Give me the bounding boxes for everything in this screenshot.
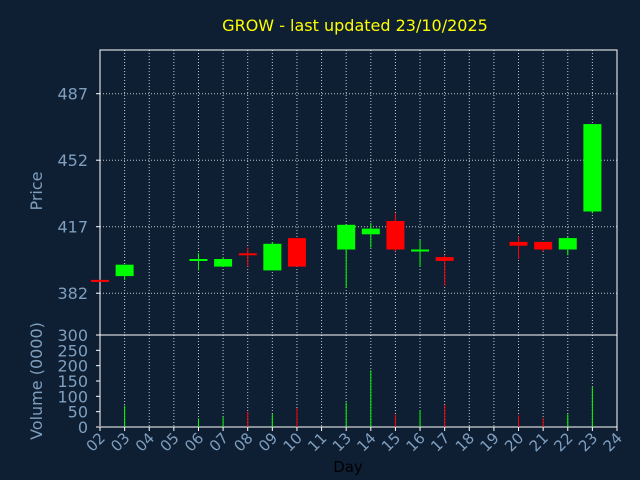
candle-body bbox=[534, 241, 553, 250]
candle-body bbox=[509, 241, 528, 246]
x-axis-label: Day bbox=[333, 458, 363, 476]
chart-title: GROW - last updated 23/10/2025 bbox=[222, 16, 488, 35]
candle-body bbox=[337, 224, 356, 250]
volume-tick-label: 300 bbox=[57, 326, 88, 345]
price-tick-label: 487 bbox=[57, 85, 88, 104]
volume-tick-label: 50 bbox=[68, 403, 88, 422]
candle-body bbox=[238, 253, 257, 256]
candle-body bbox=[115, 264, 134, 277]
price-tick-label: 452 bbox=[57, 151, 88, 170]
candle-body bbox=[287, 238, 306, 267]
volume-tick-label: 0 bbox=[78, 418, 88, 437]
candle-body bbox=[558, 238, 577, 250]
candle-body bbox=[411, 249, 430, 252]
candle-body bbox=[386, 221, 405, 250]
volume-tick-label: 150 bbox=[57, 372, 88, 391]
price-panel: 382 417 452 487 bbox=[57, 49, 618, 336]
price-axis-label: Price bbox=[27, 171, 46, 210]
volume-tick-label: 250 bbox=[57, 341, 88, 360]
candle-body bbox=[361, 228, 380, 235]
candle-body bbox=[263, 243, 282, 271]
volume-tick-label: 200 bbox=[57, 357, 88, 376]
candle-body bbox=[583, 124, 602, 212]
volume-axis-label: Volume (0000) bbox=[27, 322, 46, 440]
candle-body bbox=[435, 257, 454, 261]
candle-body bbox=[189, 259, 208, 261]
candle-body bbox=[214, 259, 233, 267]
candle-body bbox=[91, 279, 109, 282]
volume-tick-label: 100 bbox=[57, 387, 88, 406]
price-tick-label: 382 bbox=[57, 284, 88, 303]
price-tick-label: 417 bbox=[57, 218, 88, 237]
